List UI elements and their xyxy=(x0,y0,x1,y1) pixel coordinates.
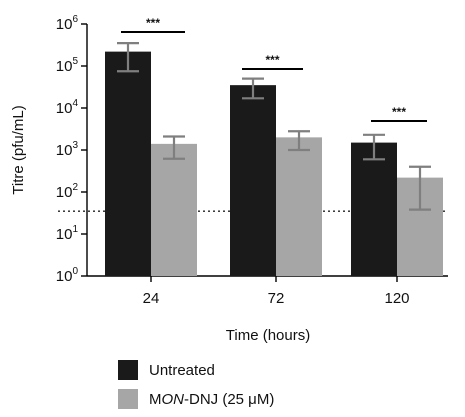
x-tick-label: 24 xyxy=(143,290,160,307)
legend-swatch-untreated xyxy=(118,360,138,380)
y-tick-label: 103 xyxy=(56,140,79,159)
bar xyxy=(276,137,322,276)
y-tick-label: 102 xyxy=(56,182,79,201)
significance-label: *** xyxy=(392,105,406,119)
legend-label-mon-dnj: MON-DNJ (25 μM) xyxy=(149,390,275,408)
x-tick-label: 120 xyxy=(384,290,409,307)
y-axis-label: Titre (pfu/mL) xyxy=(10,105,27,194)
y-tick-label: 101 xyxy=(56,224,79,243)
bar-chart: 100 101 102 103 104 105 106 Titre (pfu/mL) 24 72 1… xyxy=(10,14,448,344)
y-tick-label: 100 xyxy=(56,266,79,285)
legend-label-untreated: Untreated xyxy=(149,361,215,379)
x-axis-label: Time (hours) xyxy=(226,327,310,344)
y-tick-label: 104 xyxy=(56,98,79,117)
y-tick-label: 105 xyxy=(56,56,79,75)
bar xyxy=(105,51,151,276)
legend-item-untreated: Untreated xyxy=(118,359,274,381)
significance-label: *** xyxy=(265,53,279,67)
bar xyxy=(230,85,276,276)
legend: Untreated MON-DNJ (25 μM) xyxy=(118,359,274,417)
bar xyxy=(351,142,397,276)
y-tick-label: 106 xyxy=(56,14,79,33)
significance-label: *** xyxy=(146,16,160,30)
bar xyxy=(151,143,197,276)
x-tick-label: 72 xyxy=(268,290,285,307)
legend-item-mon-dnj: MON-DNJ (25 μM) xyxy=(118,388,274,410)
legend-swatch-mon-dnj xyxy=(118,389,138,409)
